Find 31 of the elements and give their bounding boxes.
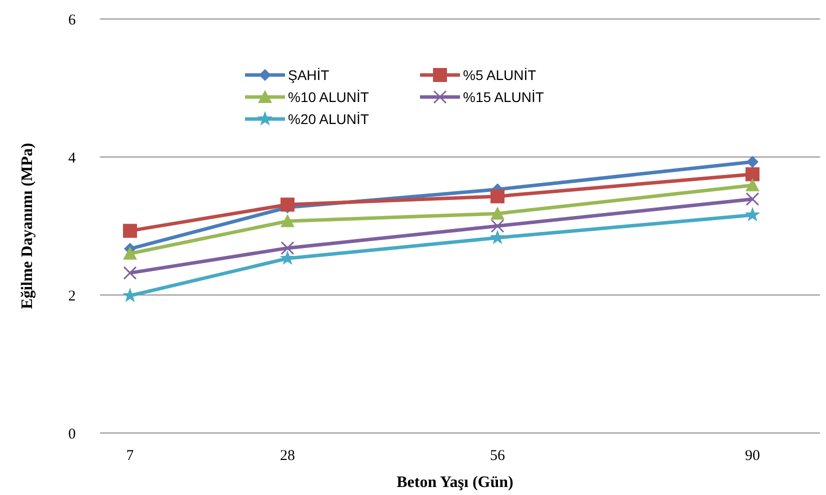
legend-label: %20 ALUNİT bbox=[288, 110, 370, 127]
point bbox=[123, 246, 137, 260]
point bbox=[746, 178, 760, 192]
legend-label: %5 ALUNİT bbox=[463, 66, 537, 83]
y-tick-label: 6 bbox=[68, 12, 76, 28]
x-tick-label: 7 bbox=[126, 448, 134, 464]
y-tick-label: 0 bbox=[68, 426, 76, 442]
x-tick-label: 90 bbox=[745, 448, 760, 464]
point bbox=[746, 192, 760, 206]
y-axis-title: Eğilme Dayanımı (MPa) bbox=[19, 142, 36, 310]
point bbox=[490, 230, 506, 244]
legend-label: %10 ALUNİT bbox=[288, 88, 370, 105]
point bbox=[490, 219, 504, 233]
point bbox=[744, 206, 760, 222]
point bbox=[490, 206, 504, 220]
legend-label: ŞAHİT bbox=[288, 66, 330, 83]
point bbox=[123, 224, 137, 238]
point bbox=[123, 266, 137, 280]
y-tick-label: 2 bbox=[68, 288, 76, 304]
x-tick-label: 28 bbox=[280, 448, 295, 464]
y-tick-label: 4 bbox=[68, 150, 76, 166]
point bbox=[746, 156, 758, 168]
point bbox=[280, 241, 294, 255]
point bbox=[280, 250, 296, 265]
x-tick-label: 56 bbox=[490, 448, 506, 464]
point bbox=[280, 198, 294, 212]
x-axis-title: Beton Yaşı (Gün) bbox=[396, 474, 514, 491]
legend-label: %15 ALUNİT bbox=[463, 88, 544, 105]
point bbox=[280, 214, 294, 228]
point bbox=[746, 167, 760, 182]
point bbox=[490, 189, 504, 204]
